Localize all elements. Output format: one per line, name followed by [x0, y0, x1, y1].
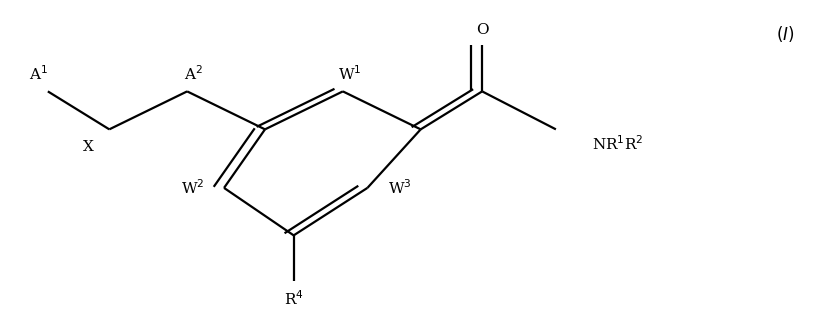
Text: W$^1$: W$^1$ — [337, 65, 361, 83]
Text: W$^3$: W$^3$ — [389, 178, 412, 197]
Text: $(I)$: $(I)$ — [776, 24, 794, 44]
Text: X: X — [83, 140, 94, 154]
Text: W$^2$: W$^2$ — [182, 178, 205, 197]
Text: O: O — [476, 23, 488, 37]
Text: A$^1$: A$^1$ — [29, 65, 48, 83]
Text: NR$^1$R$^2$: NR$^1$R$^2$ — [592, 134, 644, 153]
Text: R$^4$: R$^4$ — [284, 289, 304, 308]
Text: A$^2$: A$^2$ — [184, 65, 203, 83]
